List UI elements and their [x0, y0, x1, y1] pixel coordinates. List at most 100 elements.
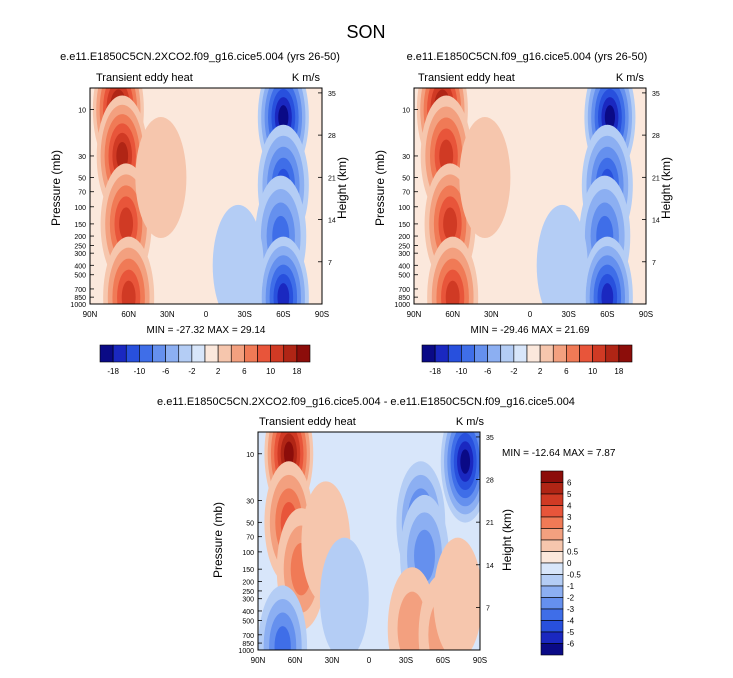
colorbar-label: -10	[456, 367, 468, 376]
y-tick-label: 850	[398, 295, 410, 302]
y-tick-label: 50	[246, 520, 254, 527]
y-tick-label-right: 14	[652, 218, 660, 225]
y-tick-label: 700	[398, 287, 410, 294]
y-tick-label: 1000	[238, 648, 254, 655]
y-tick-label: 50	[402, 176, 410, 183]
y-tick-label: 500	[398, 273, 410, 280]
right-string: K m/s	[292, 72, 321, 84]
y-tick-label-right: 7	[328, 260, 332, 267]
colorbar-label: -3	[567, 605, 575, 614]
y-tick-label-right: 14	[328, 218, 336, 225]
y-tick-label: 10	[402, 108, 410, 115]
x-tick-label: 30S	[238, 310, 252, 319]
colorbar-label: -18	[429, 367, 441, 376]
y-tick-label: 100	[398, 205, 410, 212]
x-tick-label: 90S	[473, 656, 487, 665]
colorbar-label: 1	[567, 536, 572, 545]
contour-fill	[283, 441, 294, 466]
contour-fill	[121, 280, 136, 304]
y-tick-label: 200	[74, 234, 86, 241]
stats-text: MIN = -29.46 MAX = 21.69	[471, 325, 590, 336]
colorbar-swatch	[99, 344, 114, 363]
contour-fill	[604, 105, 616, 130]
colorbar-label: 4	[567, 502, 572, 511]
stats-text: MIN = -12.64 MAX = 7.87	[502, 448, 616, 459]
y-axis-label-right: Height (km)	[659, 157, 673, 219]
colorbar-swatch	[540, 470, 564, 483]
colorbar-swatch	[540, 562, 564, 575]
y-tick-label: 30	[402, 154, 410, 161]
left-string: Transient eddy heat	[259, 416, 356, 428]
x-tick-label: 90N	[407, 310, 422, 319]
y-tick-label: 70	[246, 535, 254, 542]
y-tick-label: 70	[402, 190, 410, 197]
colorbar-swatch	[165, 344, 180, 363]
colorbar-swatch	[540, 539, 564, 552]
colorbar-swatch	[540, 528, 564, 541]
y-tick-label: 250	[74, 243, 86, 250]
colorbar-swatch	[592, 344, 607, 363]
colorbar-swatch	[618, 344, 633, 363]
panel-2xco2: e.e11.E1850C5CN.2XCO2.f09_g16.cice5.004 …	[49, 51, 349, 336]
colorbar-swatch	[540, 482, 564, 495]
contour-fill	[277, 283, 290, 304]
y-tick-label-right: 35	[328, 91, 336, 98]
y-tick-label: 1000	[394, 302, 410, 309]
contour-fill	[319, 537, 369, 650]
y-tick-label: 400	[398, 263, 410, 270]
colorbar-label: -2	[188, 367, 196, 376]
x-tick-label: 90N	[83, 310, 98, 319]
y-tick-label: 300	[398, 251, 410, 258]
contour-fill	[445, 280, 460, 304]
y-tick-label: 150	[74, 222, 86, 229]
colorbar-label: -10	[134, 367, 146, 376]
colorbar-difference: 6 5 4 3 2 1 0.5 0 -0.5 -1 -2 -3 -4 -5 -6	[540, 470, 581, 656]
y-tick-label-right: 7	[486, 605, 490, 612]
contour-fill	[433, 537, 480, 650]
x-tick-label: 60S	[436, 656, 450, 665]
y-tick-label: 250	[398, 243, 410, 250]
colorbar-swatch	[579, 344, 593, 363]
x-tick-label: 60N	[288, 656, 303, 665]
y-tick-label-right: 35	[486, 435, 494, 442]
colorbar-label: 18	[614, 367, 623, 376]
y-tick-label-right: 28	[486, 478, 494, 485]
colorbar-swatch	[566, 344, 580, 363]
colorbar-label: 6	[567, 479, 572, 488]
colorbar-swatch	[540, 493, 564, 506]
colorbar-label: -5	[567, 628, 575, 637]
panel-difference: e.e11.E1850C5CN.2XCO2.f09_g16.cice5.004 …	[157, 396, 616, 665]
colorbar-label: -6	[162, 367, 170, 376]
colorbar-swatch	[540, 643, 564, 656]
colorbar-label: 3	[567, 513, 572, 522]
colorbar-swatch	[540, 585, 564, 598]
colorbar-swatch	[539, 344, 554, 363]
colorbar-swatch	[296, 344, 311, 363]
y-tick-label: 250	[242, 589, 254, 596]
plot-frame	[257, 431, 481, 651]
plot-frame	[89, 87, 323, 305]
y-tick-label: 150	[398, 222, 410, 229]
colorbar-label: -0.5	[567, 571, 581, 580]
y-tick-label-right: 7	[652, 260, 656, 267]
plot-frame	[413, 87, 647, 305]
y-tick-label: 100	[74, 205, 86, 212]
y-tick-label-right: 35	[652, 91, 660, 98]
colorbar-swatch	[204, 344, 219, 363]
x-tick-label: 0	[528, 310, 533, 319]
left-string: Transient eddy heat	[96, 72, 193, 84]
panel-title: e.e11.E1850C5CN.2XCO2.f09_g16.cice5.004 …	[60, 51, 340, 63]
plot-area	[89, 87, 323, 305]
contour-fill	[460, 449, 471, 474]
colorbar-label: -1	[567, 582, 575, 591]
y-tick-label: 10	[78, 108, 86, 115]
colorbar-swatch	[540, 574, 564, 587]
colorbar-swatch	[447, 344, 462, 363]
x-tick-label: 60N	[445, 310, 460, 319]
colorbar-label: 2	[567, 525, 572, 534]
stats-text: MIN = -27.32 MAX = 29.14	[147, 325, 266, 336]
x-tick-label: 30S	[562, 310, 576, 319]
right-string: K m/s	[616, 72, 645, 84]
y-tick-label: 850	[74, 295, 86, 302]
plot-area	[413, 87, 647, 305]
